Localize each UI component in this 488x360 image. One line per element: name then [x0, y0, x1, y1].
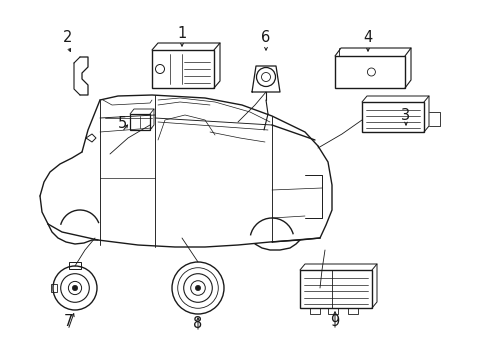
Bar	[309, 308, 319, 314]
Text: 6: 6	[261, 31, 270, 45]
Bar	[299, 270, 371, 308]
Circle shape	[195, 285, 200, 291]
Text: 5: 5	[117, 117, 126, 131]
Circle shape	[72, 285, 78, 291]
Bar	[327, 308, 337, 314]
Bar	[69, 262, 81, 269]
Text: 2: 2	[63, 31, 73, 45]
Bar	[334, 56, 404, 88]
Text: 3: 3	[401, 108, 410, 123]
Bar	[152, 50, 214, 88]
Text: 9: 9	[330, 315, 339, 329]
Bar	[347, 308, 357, 314]
Text: 7: 7	[63, 315, 73, 329]
Text: 1: 1	[177, 27, 186, 41]
Bar	[361, 102, 423, 132]
Text: 4: 4	[363, 31, 372, 45]
Bar	[130, 114, 150, 130]
Text: 8: 8	[193, 316, 202, 332]
Bar	[51, 284, 57, 292]
